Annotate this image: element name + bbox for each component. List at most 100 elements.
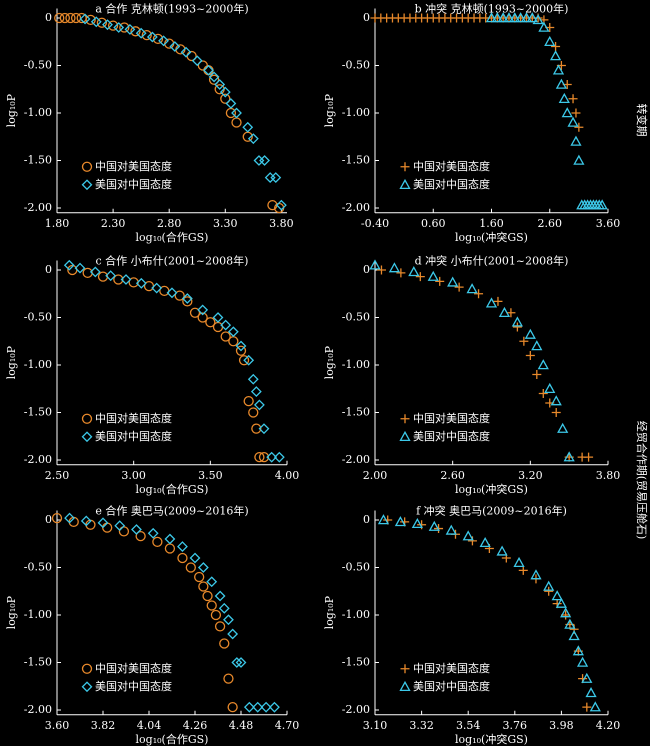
- data-point: [164, 543, 176, 554]
- data-point: [544, 382, 556, 393]
- data-point: [124, 23, 136, 35]
- data-point: [212, 321, 224, 333]
- y-tick-label: -1.50: [342, 656, 370, 669]
- data-point: [102, 522, 113, 533]
- data-point: [537, 359, 549, 370]
- y-tick-label: -1.50: [342, 406, 370, 419]
- data-point: [220, 93, 231, 104]
- y-tick-label: -0.50: [342, 59, 370, 72]
- data-point: [191, 55, 203, 67]
- data-point: [258, 451, 270, 463]
- data-point: [493, 296, 503, 306]
- data-point: [585, 687, 597, 698]
- data-point: [208, 74, 220, 85]
- panel-title: e 合作 奥巴马(2009~2016年): [95, 504, 248, 518]
- data-point: [247, 373, 259, 385]
- data-point: [235, 657, 247, 668]
- data-point: [396, 268, 406, 278]
- data-point: [152, 536, 163, 547]
- data-point: [208, 71, 220, 83]
- side-label: 转变期: [635, 104, 649, 137]
- data-point: [581, 672, 593, 683]
- legend-label: 中国对美国态度: [95, 159, 172, 173]
- data-point: [454, 282, 464, 292]
- data-point: [543, 580, 555, 591]
- data-point: [570, 135, 582, 146]
- x-axis-label: log₁₀(冲突GS): [455, 482, 528, 496]
- y-tick-label: -2.00: [24, 703, 52, 716]
- legend-label: 中国对美国态度: [95, 411, 172, 425]
- x-tick-label: 3.80: [269, 217, 294, 230]
- data-point: [214, 621, 226, 632]
- data-point: [589, 701, 601, 712]
- data-point: [273, 451, 285, 463]
- y-tick-label: -1.50: [342, 154, 370, 167]
- data-point: [105, 270, 117, 282]
- x-tick-label: 4.70: [275, 719, 300, 732]
- data-point: [531, 340, 543, 351]
- y-tick-label: -1.50: [24, 154, 52, 167]
- data-point: [506, 308, 516, 318]
- x-tick-label: 2.00: [363, 469, 388, 482]
- data-point: [247, 133, 259, 145]
- data-point: [203, 65, 214, 76]
- legend-label: 中国对美国态度: [413, 411, 490, 425]
- y-tick-label: -1.00: [342, 106, 370, 119]
- x-tick-label: 3.76: [503, 719, 528, 732]
- data-point: [254, 451, 265, 463]
- data-point: [212, 312, 224, 323]
- y-tick-label: -0.50: [342, 311, 370, 324]
- y-tick-label: -1.00: [342, 608, 370, 621]
- data-point: [551, 42, 561, 51]
- data-point: [79, 13, 91, 25]
- data-point: [532, 14, 544, 25]
- data-point: [227, 628, 239, 640]
- legend-label: 美国对中国态度: [413, 177, 490, 191]
- data-point: [253, 155, 265, 166]
- x-tick-label: 3.20: [518, 469, 543, 482]
- legend-label: 中国对美国态度: [413, 661, 490, 675]
- data-point: [582, 702, 592, 712]
- legend-marker: [81, 161, 93, 172]
- data-point: [223, 614, 234, 626]
- data-point: [243, 395, 254, 407]
- data-point: [64, 512, 75, 524]
- data-point: [574, 122, 584, 132]
- x-tick-label: 4.20: [596, 719, 621, 732]
- data-point: [63, 259, 75, 271]
- data-point: [152, 33, 164, 45]
- data-point: [520, 12, 533, 23]
- data-point: [231, 107, 242, 119]
- data-point: [568, 94, 578, 104]
- data-point: [555, 597, 568, 608]
- x-axis-label: log₁₀(合作GS): [136, 732, 209, 746]
- data-point: [512, 322, 522, 332]
- legend-marker: [81, 431, 93, 443]
- data-point: [474, 289, 484, 299]
- data-point: [538, 21, 550, 32]
- y-tick-label: -0.50: [342, 561, 370, 574]
- data-point: [85, 14, 96, 26]
- y-axis-label: log₁₀P: [323, 345, 336, 379]
- data-point: [102, 19, 113, 31]
- y-tick-label: -0.50: [24, 561, 52, 574]
- x-axis-label: log₁₀(合作GS): [136, 230, 209, 244]
- data-point: [113, 274, 124, 285]
- data-point: [252, 701, 264, 713]
- y-tick-label: -2.00: [342, 201, 370, 214]
- data-point: [205, 317, 216, 328]
- panel-title: f 冲突 奥巴马(2009~2016年): [416, 504, 567, 518]
- y-tick-label: 0: [45, 513, 52, 526]
- data-point: [388, 262, 401, 273]
- data-point: [491, 12, 503, 23]
- data-point: [270, 172, 282, 184]
- x-tick-label: 2.60: [440, 469, 465, 482]
- x-tick-label: 4.04: [137, 719, 162, 732]
- data-point: [496, 545, 508, 556]
- data-point: [568, 630, 580, 641]
- x-tick-label: 1.60: [479, 217, 504, 230]
- y-tick-label: -2.00: [24, 453, 52, 466]
- data-point: [498, 306, 511, 317]
- data-point: [571, 108, 581, 118]
